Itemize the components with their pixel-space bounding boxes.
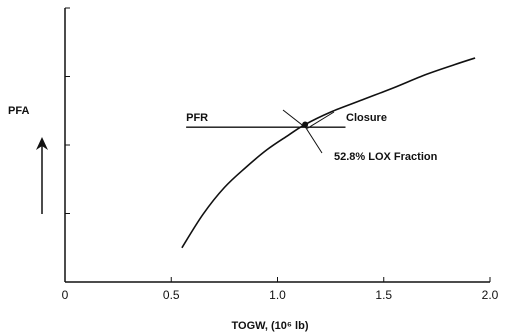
up-arrow-icon [36,137,48,214]
annotation-layer: Closure 52.8% LOX Fraction [282,109,438,163]
x-tick-label: 2.0 [482,288,499,302]
closure-point [302,121,309,128]
plot-layer: PFR [181,57,476,249]
closure-leader-line [306,111,335,129]
x-ticks: 0 0.5 1.0 1.5 2.0 [62,277,499,302]
y-axis-title: PFA [8,105,29,117]
x-tick-label: 1.0 [269,288,286,302]
x-tick-label: 1.5 [375,288,392,302]
y-ticks [65,7,70,214]
lox-fraction-leader-line [282,109,323,154]
pfr-label: PFR [186,112,208,124]
x-tick-label: 0 [62,288,69,302]
lox-fraction-annotation: 52.8% LOX Fraction [334,151,438,163]
x-axis-title: TOGW, (10⁶ lb) [232,320,309,332]
x-tick-label: 0.5 [163,288,180,302]
closure-annotation: Closure [346,112,387,124]
